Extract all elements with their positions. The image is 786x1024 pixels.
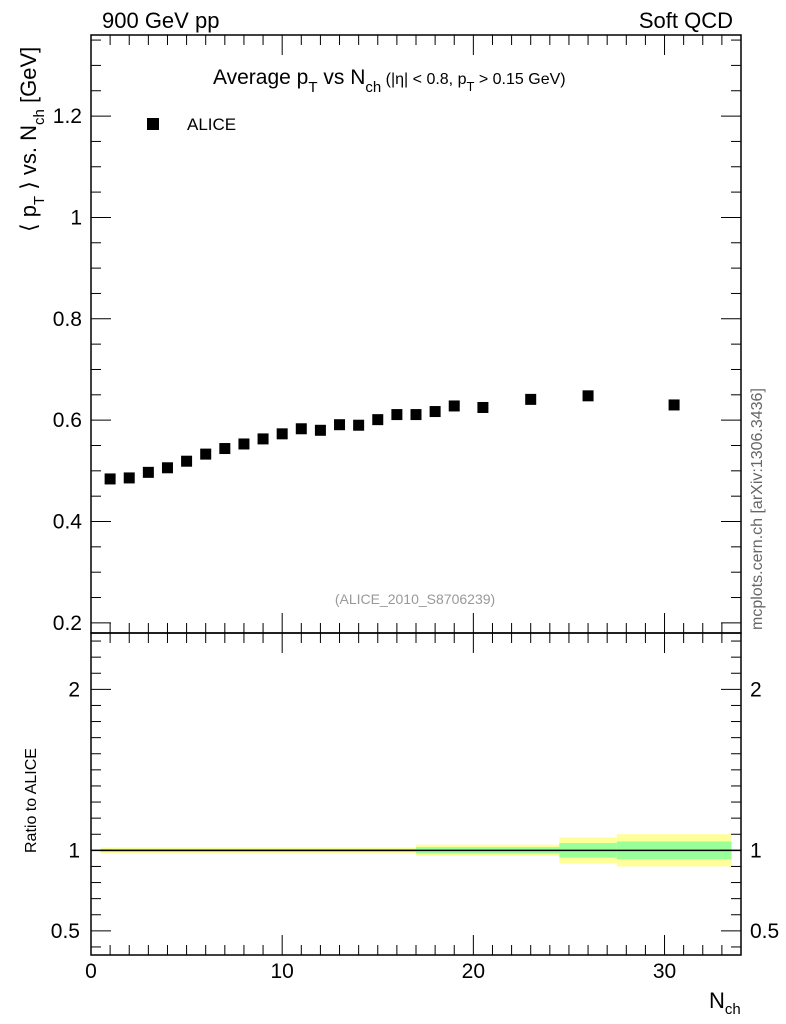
x-tick-label: 30 [653, 960, 676, 983]
data-point [410, 409, 422, 421]
data-point [276, 428, 288, 440]
ratio-y-tick-label-right: 0.5 [750, 920, 779, 943]
data-point [181, 455, 193, 467]
data-point [200, 448, 212, 460]
legend-label-alice: ALICE [187, 115, 236, 134]
y-tick-label: 0.4 [53, 511, 83, 534]
y-tick-label: 0.8 [53, 308, 82, 331]
data-point [372, 414, 384, 426]
data-point [104, 473, 116, 485]
y-tick-label: 1 [70, 206, 82, 229]
y-tick-label: 0.6 [53, 409, 82, 432]
x-tick-label: 0 [85, 960, 97, 983]
data-point [525, 393, 537, 405]
chart-title: Average pT vs Nch (|η| < 0.8, pT > 0.15 … [213, 66, 566, 96]
ratio-plot-frame [90, 632, 742, 956]
data-point [429, 406, 441, 418]
data-point [295, 423, 307, 435]
data-point [477, 401, 489, 413]
y-tick-label: 1.2 [53, 105, 82, 128]
y-axis-title: ⟨ pT ⟩ vs. Nch [GeV] [16, 47, 48, 232]
data-point [314, 424, 326, 436]
ratio-y-axis-title: Ratio to ALICE [23, 748, 40, 853]
data-point [238, 438, 250, 450]
data-point [142, 466, 154, 478]
ratio-y-tick-label-left: 0.5 [51, 920, 80, 943]
data-point [582, 390, 594, 402]
data-point [219, 443, 231, 455]
x-axis-title: Nch [709, 988, 741, 1018]
ratio-y-tick-label-right: 1 [750, 839, 762, 862]
data-point [257, 433, 269, 445]
data-point [353, 419, 365, 431]
ratio-y-tick-label-left: 1 [68, 839, 80, 862]
ratio-y-tick-label-right: 2 [750, 678, 762, 701]
legend-marker-alice [147, 118, 159, 130]
x-tick-label: 20 [462, 960, 485, 983]
data-point [123, 472, 135, 484]
x-tick-label: 10 [270, 960, 293, 983]
data-point [161, 462, 173, 474]
analysis-id-label: (ALICE_2010_S8706239) [335, 591, 495, 607]
header-left-label: 900 GeV pp [102, 8, 219, 33]
header-right-label: Soft QCD [639, 8, 733, 33]
ratio-y-tick-label-left: 2 [68, 678, 80, 701]
data-point [391, 409, 403, 421]
data-point [668, 399, 680, 411]
data-point [334, 419, 346, 431]
data-point [448, 400, 460, 412]
side-note-label: mcplots.cern.ch [arXiv:1306.3436] [749, 388, 766, 630]
y-tick-label: 0.2 [53, 612, 82, 635]
